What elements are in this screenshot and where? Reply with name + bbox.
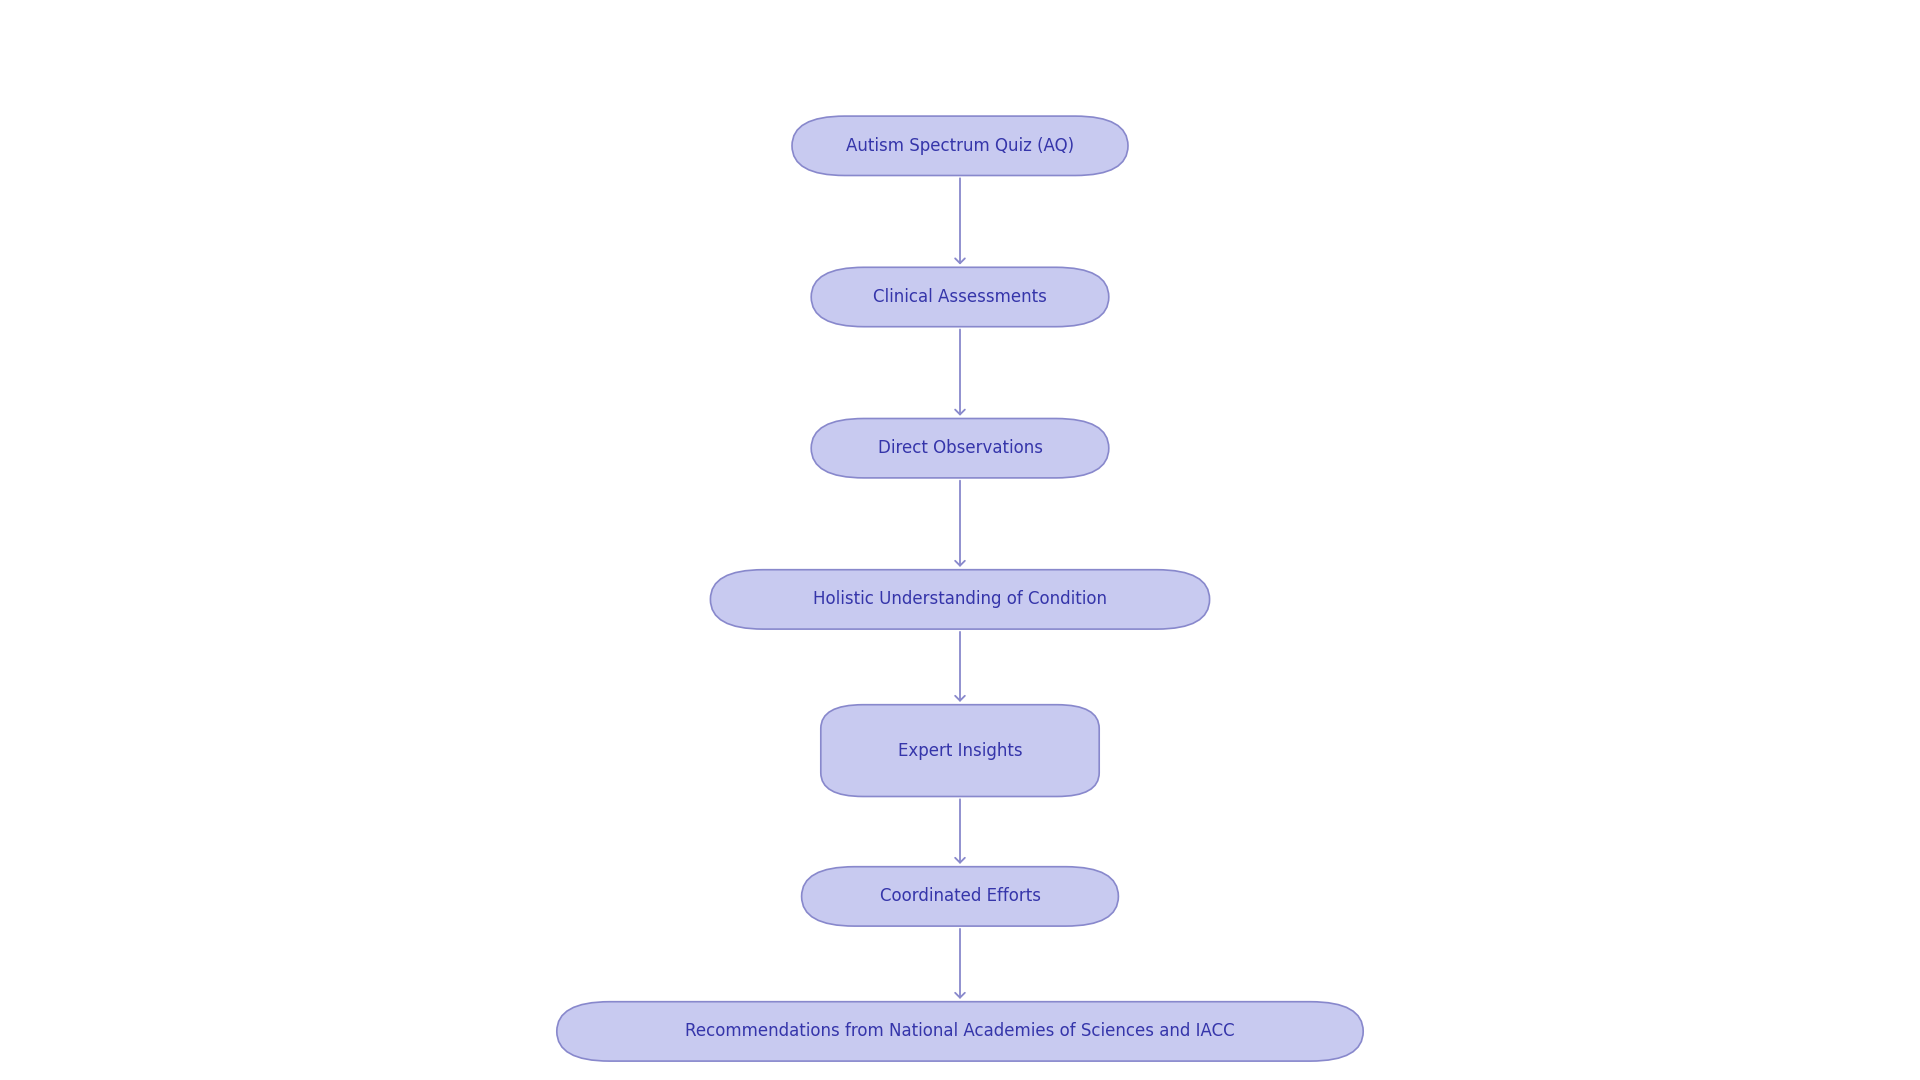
Text: Recommendations from National Academies of Sciences and IACC: Recommendations from National Academies … (685, 1023, 1235, 1040)
Text: Coordinated Efforts: Coordinated Efforts (879, 888, 1041, 905)
Text: Direct Observations: Direct Observations (877, 440, 1043, 457)
FancyBboxPatch shape (791, 116, 1127, 175)
Text: Expert Insights: Expert Insights (899, 742, 1021, 759)
Text: Autism Spectrum Quiz (AQ): Autism Spectrum Quiz (AQ) (847, 137, 1073, 154)
FancyBboxPatch shape (710, 570, 1210, 629)
Text: Clinical Assessments: Clinical Assessments (874, 288, 1046, 306)
FancyBboxPatch shape (801, 866, 1117, 926)
FancyBboxPatch shape (557, 1002, 1363, 1061)
Text: Holistic Understanding of Condition: Holistic Understanding of Condition (812, 591, 1108, 608)
FancyBboxPatch shape (810, 267, 1110, 326)
FancyBboxPatch shape (810, 418, 1110, 477)
FancyBboxPatch shape (822, 704, 1098, 797)
